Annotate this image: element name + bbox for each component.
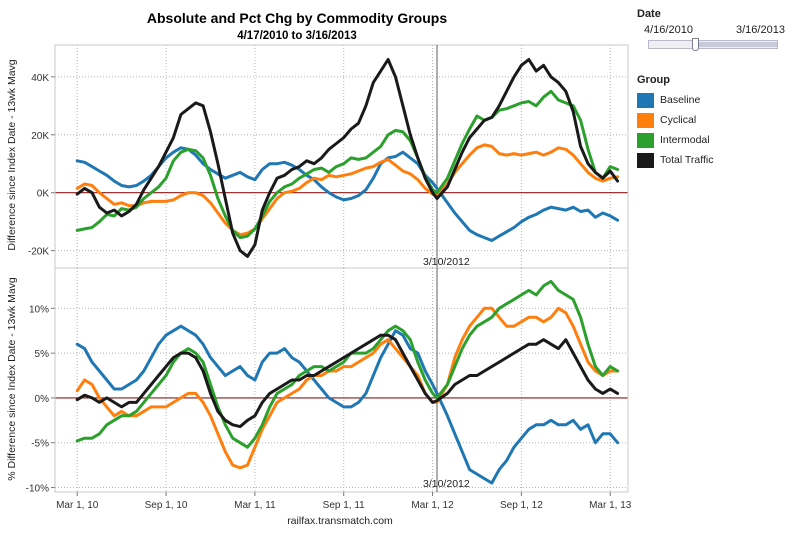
legend-item[interactable]: Total Traffic [637, 150, 714, 170]
chart-subtitle: 4/17/2010 to 3/16/2013 [237, 30, 357, 42]
legend-item[interactable]: Baseline [637, 90, 714, 110]
date-end-label: 3/16/2013 [736, 24, 785, 36]
annotations: 3/10/2012 3/10/2012 [423, 256, 470, 490]
x-tick-label: Sep 1, 10 [145, 500, 188, 511]
panel-frame [54, 267, 629, 493]
series-line-total-traffic [75, 58, 620, 258]
y-tick-label: -5% [31, 439, 49, 450]
legend-swatch [637, 152, 654, 168]
y-tick-label: -20K [28, 247, 49, 258]
index-date-label-bottom: 3/10/2012 [423, 478, 470, 490]
y-tick-label: 40K [31, 73, 49, 84]
legend-label: Intermodal [660, 134, 710, 146]
y-tick-label: 5% [35, 349, 50, 360]
legend-label: Total Traffic [660, 154, 714, 166]
series-line-baseline [75, 146, 620, 242]
x-tick-label: Sep 1, 12 [500, 500, 543, 511]
axes: -20K 0K 20K 40K -10% -5% 0% 5% 10% Mar 1, 10 Sep 1… [26, 44, 632, 511]
date-range-slider[interactable] [648, 38, 778, 51]
x-tick-label: Mar 1, 13 [589, 500, 632, 511]
x-tick-label: Mar 1, 11 [234, 500, 276, 511]
x-tick-label: Mar 1, 10 [56, 500, 99, 511]
legend-swatch [637, 112, 654, 128]
legend-label: Baseline [660, 94, 701, 106]
legend-swatch [637, 132, 654, 148]
date-range-handle[interactable] [692, 38, 700, 51]
footer-source: railfax.transmatch.com [287, 515, 393, 527]
x-tick-label: Mar 1, 12 [411, 500, 454, 511]
series-line-cyclical [75, 143, 620, 237]
legend-swatch [637, 92, 654, 108]
series-line-total-traffic [75, 333, 620, 429]
y-axis-title-bottom: % Difference since Index Date - 13wk Mav… [6, 277, 18, 481]
legend: Baseline Cyclical Intermodal Total Traffic [637, 90, 714, 170]
legend-heading: Group [637, 74, 670, 86]
x-tick-label: Sep 1, 11 [323, 500, 366, 511]
y-tick-label: 0% [35, 394, 50, 405]
series [75, 58, 620, 485]
index-date-label-top: 3/10/2012 [423, 256, 470, 268]
y-tick-label: -10% [26, 484, 49, 495]
legend-item[interactable]: Intermodal [637, 130, 714, 150]
date-range-fill [695, 42, 777, 47]
date-filter-heading: Date [637, 8, 661, 20]
chart-title: Absolute and Pct Chg by Commodity Groups [147, 10, 447, 26]
panel-frame [54, 44, 629, 269]
series-line-baseline [75, 324, 620, 485]
y-axis-title-top: Difference since Index Date - 13wk Mavg [6, 59, 18, 250]
y-tick-label: 0K [37, 189, 50, 200]
y-tick-label: 10% [29, 304, 49, 315]
y-tick-label: 20K [31, 131, 49, 142]
legend-item[interactable]: Cyclical [637, 110, 714, 130]
gridlines [55, 45, 628, 492]
date-start-label: 4/16/2010 [644, 24, 693, 36]
legend-label: Cyclical [660, 114, 697, 126]
series-line-intermodal [75, 89, 620, 240]
series-line-intermodal [75, 279, 620, 449]
series-line-cyclical [75, 306, 620, 470]
